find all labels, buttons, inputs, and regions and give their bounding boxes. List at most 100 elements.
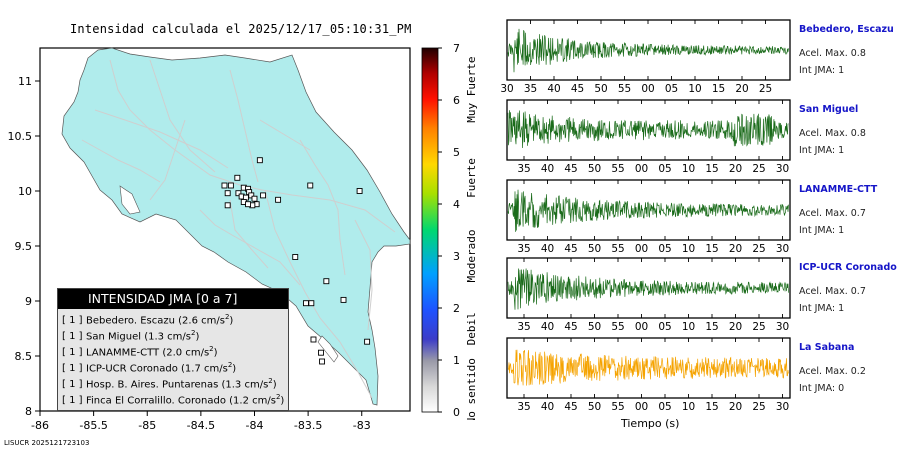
time-tick-label: 55	[618, 83, 631, 95]
time-tick-label: 00	[635, 243, 648, 255]
legend-row-superscript: 2	[209, 344, 214, 353]
lat-tick-label: 9.5	[15, 240, 33, 253]
time-tick-label: 20	[729, 321, 742, 333]
lat-tick-label: 10	[18, 185, 32, 198]
time-tick-label: 45	[564, 401, 577, 413]
legend-row-close: )	[213, 346, 218, 358]
lat-tick-label: 10.5	[8, 130, 33, 143]
legend-row: [ 1 ] Finca El Corralillo. Coronado (1.2 …	[58, 391, 288, 407]
legend-row-intensity: [ 1 ]	[62, 330, 83, 342]
time-tick-label: 50	[588, 243, 601, 255]
time-tick-label: 05	[658, 321, 671, 333]
time-tick-label: 25	[752, 401, 765, 413]
intensity-legend: INTENSIDAD JMA [0 a 7] [ 1 ] Bebedero. Es…	[57, 288, 289, 411]
station-marker	[248, 192, 255, 199]
time-tick-label: 35	[517, 321, 530, 333]
station-name: LANAMME-CTT	[799, 184, 878, 195]
station-jma-intensity: Int JMA: 1	[799, 225, 845, 236]
lon-tick-label: -85.5	[79, 419, 107, 432]
legend-row-label: LANAMME-CTT (2.0 cm/s	[86, 346, 210, 358]
legend-row-intensity: [ 1 ]	[62, 314, 83, 326]
time-tick-label: 10	[682, 163, 695, 175]
lon-tick-label: -84.5	[187, 419, 215, 432]
station-marker	[323, 278, 330, 285]
waveform-trace	[507, 28, 789, 73]
colorbar-category-label: Moderado	[465, 230, 478, 283]
colorbar-tick-label: 6	[453, 94, 460, 107]
lat-tick-label: 8	[25, 405, 32, 418]
time-tick-label: 15	[705, 321, 718, 333]
waveform-panels: 30 35 40 45 50 55 00 05 10 15 20 25 35 40 45 50 55 00 05 10…	[500, 19, 791, 413]
station-marker	[227, 182, 234, 189]
legend-row-intensity: [ 1 ]	[62, 378, 83, 390]
time-tick-label: 25	[752, 321, 765, 333]
station-name: San Miguel	[799, 104, 859, 115]
station-marker	[224, 202, 231, 209]
time-tick-label: 25	[752, 243, 765, 255]
lon-tick-label: -86	[31, 419, 49, 432]
legend-row: [ 1 ] Hosp. B. Aires. Puntarenas (1.3 cm/…	[58, 375, 288, 391]
station-jma-intensity: Int JMA: 1	[799, 65, 845, 76]
colorbar-tick-label: 0	[453, 406, 460, 419]
colorbar-gradient	[421, 47, 439, 413]
time-tick-label: 45	[564, 243, 577, 255]
station-name: Bebedero, Escazu	[799, 24, 894, 35]
time-tick-label: 40	[541, 163, 554, 175]
time-tick-label: 15	[705, 401, 718, 413]
legend-row: [ 1 ] ICP-UCR Coronado (1.7 cm/s2)	[58, 359, 288, 375]
station-acel-max: Acel. Max. 0.8	[799, 128, 866, 139]
station-marker	[340, 296, 347, 303]
station-marker	[260, 192, 267, 199]
time-tick-label: 00	[635, 401, 648, 413]
legend-row-close: )	[232, 362, 237, 374]
costa-rica-landmass	[61, 47, 411, 406]
time-tick-label: 05	[658, 163, 671, 175]
colorbar-category-label: Muy Fuerte	[465, 56, 478, 122]
legend-row-superscript: 2	[275, 392, 281, 401]
time-tick-label: 35	[517, 163, 530, 175]
road	[94, 109, 229, 169]
waveform-trace	[507, 189, 789, 232]
road	[149, 59, 216, 173]
time-tick-label: 55	[611, 243, 624, 255]
lon-tick-label: -84	[246, 419, 264, 432]
time-tick-label: 35	[524, 83, 537, 95]
time-tick-label: 05	[658, 243, 671, 255]
station-acel-max: Acel. Max. 0.2	[799, 366, 866, 377]
lat-tick-label: 9	[25, 295, 32, 308]
lat-tick-label: 11	[18, 75, 32, 88]
time-tick-label: 00	[641, 83, 654, 95]
legend-row-close: )	[195, 330, 200, 342]
waveform-trace	[507, 110, 789, 149]
station-jma-intensity: Int JMA: 0	[799, 383, 845, 394]
time-tick-label: 45	[564, 321, 577, 333]
time-tick-label: 45	[564, 163, 577, 175]
time-tick-label: 20	[729, 243, 742, 255]
time-tick-label: 10	[682, 243, 695, 255]
time-tick-label: 40	[547, 83, 560, 95]
time-tick-label: 45	[571, 83, 584, 95]
time-tick-label: 20	[729, 163, 742, 175]
legend-header: INTENSIDAD JMA [0 a 7]	[58, 289, 288, 309]
time-tick-label: 55	[611, 321, 624, 333]
legend-row-intensity: [ 1 ]	[62, 346, 83, 358]
lon-tick-label: -85	[138, 419, 156, 432]
station-name: La Sabana	[799, 342, 855, 353]
legend-row-superscript: 2	[268, 376, 273, 385]
legend-row-intensity: [ 1 ]	[62, 362, 83, 374]
station-marker	[356, 188, 363, 194]
time-tick-label: 05	[665, 83, 678, 95]
waveform-panel: 35 40 45 50 55 00 05 10 15 20 25 30	[506, 179, 791, 255]
time-tick-label: 55	[611, 401, 624, 413]
road-network	[81, 59, 396, 399]
station-acel-max: Acel. Max. 0.7	[799, 208, 866, 219]
legend-row-label: ICP-UCR Coronado (1.7 cm/s	[86, 362, 228, 374]
time-tick-label: 50	[588, 321, 601, 333]
time-tick-label: 50	[588, 401, 601, 413]
station-marker	[310, 336, 317, 343]
time-tick-label: 30	[776, 401, 789, 413]
colorbar-tick-label: 4	[453, 198, 460, 211]
legend-row-intensity: [ 1 ]	[62, 394, 83, 406]
lat-tick-label: 8.5	[15, 350, 33, 363]
station-marker	[303, 300, 309, 307]
